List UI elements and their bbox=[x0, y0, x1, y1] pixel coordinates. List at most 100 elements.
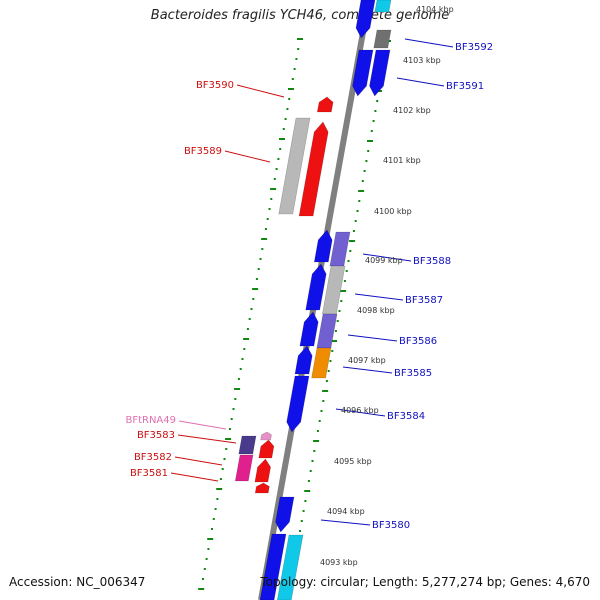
track-tick-left bbox=[212, 518, 215, 520]
track-tick-right bbox=[320, 410, 323, 412]
track-tick-right bbox=[311, 460, 314, 462]
track-tick-left bbox=[295, 58, 298, 60]
track-tick-left bbox=[216, 498, 219, 500]
map-title: Bacteroides fragilis YCH46, complete gen… bbox=[150, 8, 450, 23]
gene-bf3588-a bbox=[313, 229, 333, 263]
gene-label-bf3589: BF3589 bbox=[184, 146, 222, 157]
track-tick-right bbox=[361, 180, 364, 182]
track-tick-right bbox=[300, 520, 303, 522]
track-tick-left bbox=[241, 358, 244, 360]
track-tick-left bbox=[207, 538, 214, 540]
track-tick-right bbox=[322, 390, 329, 392]
track-tick-left bbox=[275, 168, 278, 170]
track-tick-right bbox=[370, 130, 373, 132]
track-tick-left bbox=[225, 438, 232, 440]
gene-labels-left: BF3590 BF3589 BFtRNA49 BF3583 BF3582 BF3… bbox=[125, 80, 234, 479]
accession-label: Accession: NC_006347 bbox=[9, 575, 146, 589]
track-tick-right bbox=[304, 490, 311, 492]
track-tick-right bbox=[347, 260, 350, 262]
track-tick-right bbox=[325, 380, 328, 382]
track-tick-left bbox=[288, 98, 291, 100]
gene-label-bf3584: BF3584 bbox=[387, 411, 425, 422]
gene-bf3580 bbox=[275, 496, 295, 533]
gene-bf3585 bbox=[311, 347, 332, 379]
track-tick-right bbox=[299, 530, 301, 532]
scale-label: 4104 kbp bbox=[416, 5, 454, 14]
track-tick-left bbox=[270, 198, 273, 200]
track-tick-left bbox=[266, 218, 269, 220]
track-tick-left bbox=[297, 48, 300, 50]
track-tick-right bbox=[349, 240, 356, 242]
track-tick-left bbox=[232, 408, 235, 410]
gene-bf3582-magenta bbox=[234, 454, 254, 482]
track-tick-right bbox=[338, 310, 341, 312]
gene-bf3583-purple bbox=[238, 435, 257, 455]
track-tick-left bbox=[246, 328, 249, 330]
track-tick-left bbox=[261, 238, 268, 240]
track-tick-left bbox=[216, 488, 223, 490]
track-tick-right bbox=[313, 440, 320, 442]
gene-bf3586-a bbox=[299, 311, 319, 347]
track-tick-left bbox=[221, 468, 224, 470]
track-tick-right bbox=[302, 510, 305, 512]
scale-label: 4094 kbp bbox=[327, 507, 365, 516]
track-tick-left bbox=[264, 228, 267, 230]
track-tick-right bbox=[336, 320, 339, 322]
track-tick-left bbox=[288, 88, 294, 90]
track-tick-left bbox=[286, 108, 289, 110]
gene-bf3589 bbox=[298, 121, 329, 217]
track-tick-right bbox=[343, 280, 346, 282]
track-tick-right bbox=[374, 110, 377, 112]
track-tick-right bbox=[316, 430, 319, 432]
connector-bf3591 bbox=[396, 77, 445, 87]
scale-label: 4099 kbp bbox=[365, 256, 403, 265]
scale-label: 4100 kbp bbox=[374, 207, 412, 216]
connector-bf3580 bbox=[320, 519, 371, 526]
track-tick-right bbox=[352, 230, 355, 232]
track-tick-right bbox=[340, 300, 343, 302]
gene-label-bf3590: BF3590 bbox=[196, 80, 234, 91]
track-tick-left bbox=[239, 368, 242, 370]
track-tick-right bbox=[327, 370, 330, 372]
connector-bf3587 bbox=[354, 293, 404, 301]
track-tick-right bbox=[363, 170, 366, 172]
connector-bf3582 bbox=[174, 456, 223, 466]
gene-label-bf3591: BF3591 bbox=[446, 81, 484, 92]
gene-bf3582 bbox=[254, 458, 271, 483]
track-tick-left bbox=[257, 268, 260, 270]
gene-label-bf3582: BF3582 bbox=[134, 452, 172, 463]
track-tick-left bbox=[284, 118, 287, 120]
gene-bf3588 bbox=[329, 231, 351, 267]
connector-bf3581 bbox=[170, 472, 219, 482]
connector-bf3583 bbox=[177, 434, 237, 444]
track-tick-right bbox=[309, 470, 312, 472]
track-tick-left bbox=[203, 568, 206, 570]
track-tick-right bbox=[334, 330, 337, 332]
scale-label: 4096 kbp bbox=[341, 406, 379, 415]
connector-bf3592 bbox=[404, 38, 454, 48]
track-tick-left bbox=[198, 588, 205, 590]
gene-label-bf3592: BF3592 bbox=[455, 42, 493, 53]
gene-labels-right: BF3592 BF3591 BF3588 BF3587 BF3586 BF358… bbox=[372, 42, 493, 531]
gene-bf3580-b bbox=[259, 533, 287, 600]
track-tick-left bbox=[219, 478, 222, 480]
gene-bf3592-inner bbox=[355, 0, 376, 39]
track-tick-right bbox=[313, 450, 316, 452]
gene-label-bf3580: BF3580 bbox=[372, 520, 410, 531]
track-tick-left bbox=[243, 338, 250, 340]
track-tick-left bbox=[248, 318, 251, 320]
gene-bf3583 bbox=[258, 439, 275, 459]
gene-bf3592 bbox=[373, 29, 392, 49]
connector-bftrna49 bbox=[178, 420, 227, 430]
scale-label: 4098 kbp bbox=[357, 306, 395, 315]
track-tick-left bbox=[279, 148, 282, 150]
scale-label: 4097 kbp bbox=[348, 356, 386, 365]
gene-bftrna49 bbox=[260, 431, 272, 441]
gene-features bbox=[234, 0, 392, 600]
label-connectors bbox=[170, 38, 454, 526]
track-tick-right bbox=[318, 420, 321, 422]
track-tick-left bbox=[279, 138, 285, 140]
gene-bf3585-a bbox=[294, 345, 313, 375]
